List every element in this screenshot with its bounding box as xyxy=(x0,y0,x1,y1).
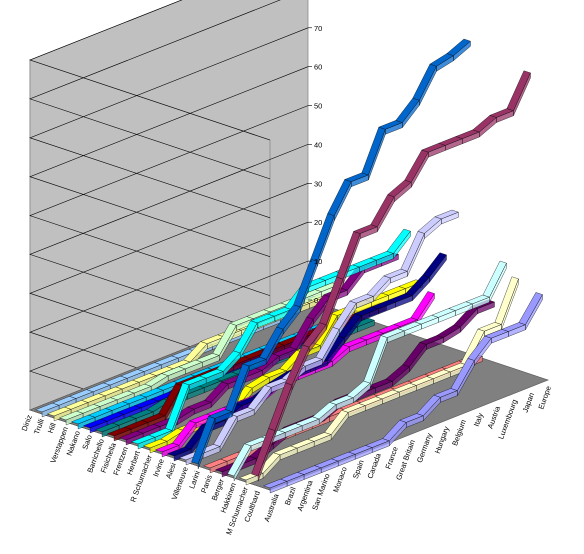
ribbon-side-segment xyxy=(513,72,531,116)
ribbon-side-segment xyxy=(453,40,471,62)
series-villeneuve xyxy=(191,38,471,470)
y-tick-label: 10 xyxy=(314,257,322,266)
category-label-italy: Italy xyxy=(472,411,485,427)
ribbon-side-segment xyxy=(489,263,507,303)
category-label-luxembourg: Luxembourg xyxy=(496,398,519,440)
series-hill xyxy=(58,282,340,426)
gridline xyxy=(29,27,309,219)
ribbon-side-segment xyxy=(441,211,459,225)
series-berger xyxy=(227,260,507,482)
series-label-trulli: Trulli xyxy=(32,417,46,435)
ribbon-top-segment xyxy=(361,126,386,176)
series-coulthard xyxy=(262,292,543,494)
ribbon-side-segment xyxy=(429,254,447,283)
y-tick-label: 70 xyxy=(314,24,322,33)
category-label-spain: Spain xyxy=(351,459,366,480)
gridline xyxy=(29,0,281,180)
y-axis-ticks: 0102030405060708090 xyxy=(308,24,322,305)
series-label-alesi: Alesi xyxy=(164,461,178,480)
y-tick-label: 0 xyxy=(314,296,318,305)
ribbon-side-segment xyxy=(357,320,375,333)
ribbon-side-segment xyxy=(393,230,411,260)
category-label-monaco: Monaco xyxy=(331,466,349,494)
gridline xyxy=(29,105,309,296)
gridline xyxy=(29,66,309,257)
series-m-schumacher xyxy=(251,70,531,482)
category-label-europe: Europe xyxy=(536,385,553,411)
ribbon-side-segment xyxy=(501,278,519,330)
y-tick-label: 30 xyxy=(314,179,322,188)
category-label-san-marino: San Marino xyxy=(310,472,332,511)
category-label-hungary: Hungary xyxy=(433,425,451,455)
gridline xyxy=(29,144,309,335)
ribbon-side-segment xyxy=(477,301,495,314)
category-label-australia: Australia xyxy=(262,492,281,523)
y-tick-label: 60 xyxy=(314,63,322,72)
series-alesi xyxy=(178,209,460,466)
category-label-canada: Canada xyxy=(365,451,383,480)
category-label-japan: Japan xyxy=(521,391,536,413)
category-label-great-britain: Great Britain xyxy=(394,439,417,482)
ribbon-top-segment xyxy=(506,70,531,111)
gridline xyxy=(29,0,271,141)
series-label-diniz: Diniz xyxy=(20,413,34,432)
y-tick-label: 40 xyxy=(314,140,322,149)
category-label-germany: Germany xyxy=(415,432,434,464)
series-label-salo: Salo xyxy=(80,434,94,451)
y-tick-label: 50 xyxy=(314,102,322,111)
ribbon-side-segment xyxy=(525,293,543,331)
series-ribbons xyxy=(34,38,543,494)
category-label-belgium: Belgium xyxy=(450,418,468,447)
y-tick-label: 20 xyxy=(314,218,322,227)
series-label-hill: Hill xyxy=(46,421,58,434)
category-label-brazil: Brazil xyxy=(283,485,298,506)
series-fisichella xyxy=(118,252,400,446)
